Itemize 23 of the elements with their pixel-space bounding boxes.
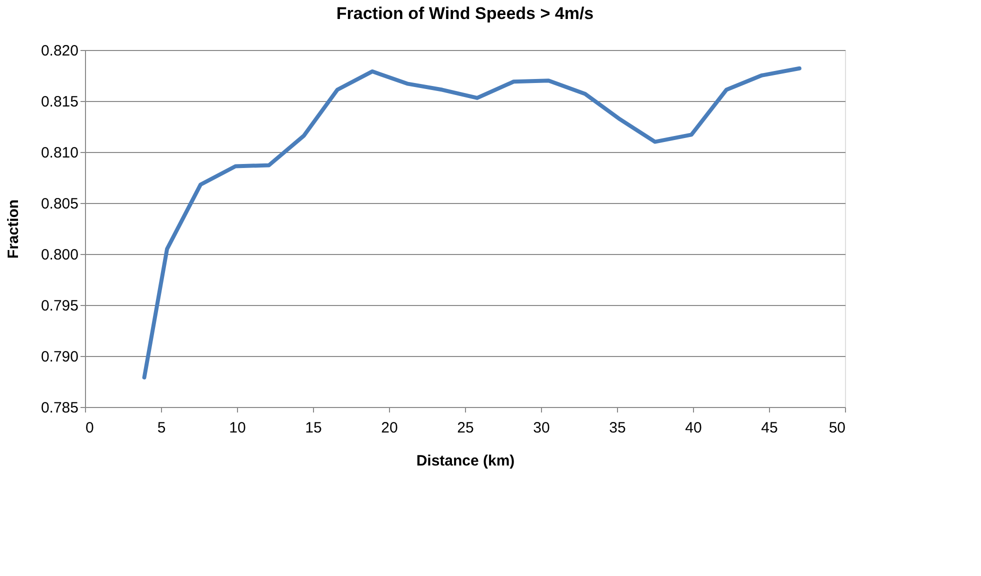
x-tick-label: 15 xyxy=(305,420,322,436)
y-tick-label: 0.815 xyxy=(40,94,78,110)
y-tick-label: 0.810 xyxy=(40,144,78,162)
x-tick-label: 45 xyxy=(761,420,778,436)
y-tick-label: 0.805 xyxy=(40,196,78,212)
y-tick-label: 0.790 xyxy=(40,348,78,366)
x-tick-label: 35 xyxy=(609,420,626,436)
x-tick-label: 50 xyxy=(828,420,846,436)
x-tick-label: 20 xyxy=(381,420,398,436)
line-series xyxy=(142,66,802,380)
y-tick-label: 0.820 xyxy=(40,42,78,60)
x-tick-label: 30 xyxy=(533,420,550,436)
x-tick-label: 10 xyxy=(229,420,246,436)
x-tick-label: 5 xyxy=(157,420,166,436)
y-axis-title: Fraction xyxy=(4,199,22,259)
y-tick-label: 0.785 xyxy=(40,400,78,416)
x-tick-label: 25 xyxy=(457,420,474,436)
x-tick-label: 0 xyxy=(86,420,94,436)
y-tick-label: 0.800 xyxy=(40,246,78,264)
x-axis-title: Distance (km) xyxy=(416,452,515,470)
x-tick-label: 40 xyxy=(685,420,702,436)
y-tick-label: 0.795 xyxy=(40,298,78,314)
chart-title: Fraction of Wind Speeds > 4m/s xyxy=(336,4,594,23)
